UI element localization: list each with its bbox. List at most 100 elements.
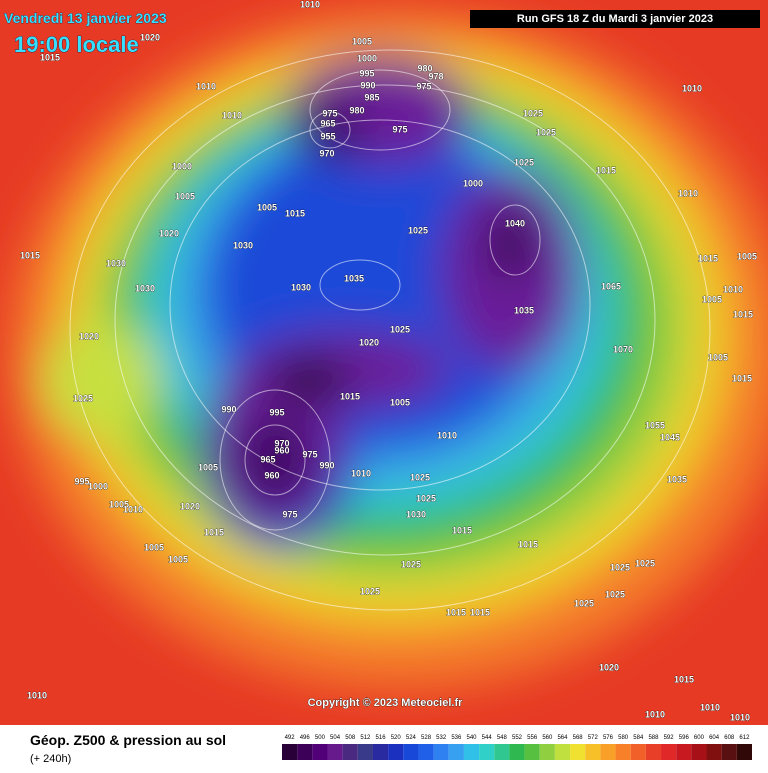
copyright: Copyright © 2023 Meteociel.fr	[308, 697, 464, 709]
legend-swatch	[372, 744, 389, 760]
legend-label: 516	[376, 735, 387, 741]
legend-swatch	[645, 744, 662, 760]
isobar-label: 1015	[340, 391, 360, 401]
isobar-label: 1005	[708, 352, 728, 362]
isobar-label: 1070	[613, 344, 633, 354]
isobar-label: 975	[392, 124, 407, 134]
isobar-label: 1035	[667, 474, 687, 484]
legend-label: 536	[451, 735, 462, 741]
legend-label: 532	[436, 735, 447, 741]
legend-swatch	[570, 744, 586, 760]
legend-swatch	[479, 744, 495, 760]
legend-label: 580	[618, 735, 629, 741]
isobar-label: 1030	[406, 509, 426, 519]
isobar-label: 1010	[678, 188, 698, 198]
legend-label: 512	[360, 735, 371, 741]
legend-swatch	[539, 744, 555, 760]
legend-swatch	[676, 744, 692, 760]
footer-title: Géop. Z500 & pression au sol	[30, 732, 226, 748]
isobar-label: 1010	[123, 504, 143, 514]
isobar-label: 1005	[702, 294, 722, 304]
isobar-label: 1000	[88, 481, 108, 491]
isobar-label: 1025	[610, 562, 630, 572]
isobar-label: 1025	[390, 324, 410, 334]
legend-swatch	[357, 744, 373, 760]
legend-swatch	[342, 744, 358, 760]
isobar-label: 1015	[20, 250, 40, 260]
isobar-label: 965	[260, 454, 275, 464]
legend-swatch	[448, 744, 464, 760]
legend-label: 544	[482, 735, 493, 741]
legend-swatch	[418, 744, 434, 760]
isobar-label: 970	[319, 148, 334, 158]
isobar-label: 1020	[140, 32, 160, 42]
legend-label: 556	[527, 735, 538, 741]
isobar-label: 1005	[109, 499, 129, 509]
isobar-label: 1025	[73, 393, 93, 403]
isobar-label: 1035	[344, 273, 364, 283]
legend-swatch	[463, 744, 480, 760]
isobar-label: 1025	[523, 108, 543, 118]
legend-swatch	[509, 744, 525, 760]
legend: 492 496 500 504 508 512 516 520 524 528 532 536 540 5…	[282, 735, 752, 760]
isobar-label: 1010	[700, 702, 720, 712]
isobar-label: 978	[428, 71, 443, 81]
legend-swatch	[388, 744, 404, 760]
isobar-label: 985	[364, 92, 379, 102]
isobar-label: 1005	[144, 542, 164, 552]
legend-label: 508	[345, 735, 356, 741]
isobar-label: 1005	[198, 462, 218, 472]
isobar-label: 1010	[723, 284, 743, 294]
isobar-label: 960	[264, 470, 279, 480]
isobar-label: 1015	[470, 607, 490, 617]
isobar-label: 1045	[660, 432, 680, 442]
isobar-label: 1015	[452, 525, 472, 535]
isobar-label: 1005	[737, 251, 757, 261]
legend-swatch	[554, 744, 571, 760]
isobar-label: 1030	[291, 282, 311, 292]
isobar-label: 1025	[605, 589, 625, 599]
isobar-label: 975	[302, 449, 317, 459]
legend-swatch	[600, 744, 616, 760]
isobar-label: 980	[349, 105, 364, 115]
legend-label: 548	[497, 735, 508, 741]
isobar-label: 1025	[408, 225, 428, 235]
isobar-label: 1065	[601, 281, 621, 291]
isobar-label: 1000	[463, 178, 483, 188]
isobar-label: 1010	[437, 430, 457, 440]
isobar-label: 980	[417, 63, 432, 73]
isobar-label: 1020	[159, 228, 179, 238]
isobar-label: 995	[74, 476, 89, 486]
isobar-label: 1005	[390, 397, 410, 407]
isobar-label: 975	[416, 81, 431, 91]
isobar-label: 955	[320, 131, 335, 141]
isobar-label: 1025	[635, 558, 655, 568]
isobar-label: 1015	[596, 165, 616, 175]
legend-label: 564	[557, 735, 568, 741]
isobar-label: 1030	[106, 258, 126, 268]
isobar-label: 1015	[698, 253, 718, 263]
isobar-label: 1010	[222, 110, 242, 120]
isobar-label: 1015	[285, 208, 305, 218]
legend-swatch	[661, 744, 677, 760]
isobar-label: 990	[221, 404, 236, 414]
legend-label: 596	[679, 735, 690, 741]
isobar-label: 975	[322, 108, 337, 118]
legend-label: 504	[330, 735, 341, 741]
legend-label: 608	[724, 735, 735, 741]
isobar-label: 1055	[645, 420, 665, 430]
isobar-label: 1015	[732, 373, 752, 383]
legend-label: 584	[633, 735, 644, 741]
isobar-label: 1040	[505, 218, 525, 228]
isobar-label: 1015	[674, 674, 694, 684]
isobar-label: 1020	[79, 331, 99, 341]
isobar-label: 1025	[514, 157, 534, 167]
isobar-label: 1015	[40, 52, 60, 62]
legend-swatch	[630, 744, 646, 760]
isobar-label: 1005	[257, 202, 277, 212]
isobar-label: 1005	[352, 36, 372, 46]
isobar-label: 990	[319, 460, 334, 470]
isobar-label: 1010	[730, 712, 750, 722]
